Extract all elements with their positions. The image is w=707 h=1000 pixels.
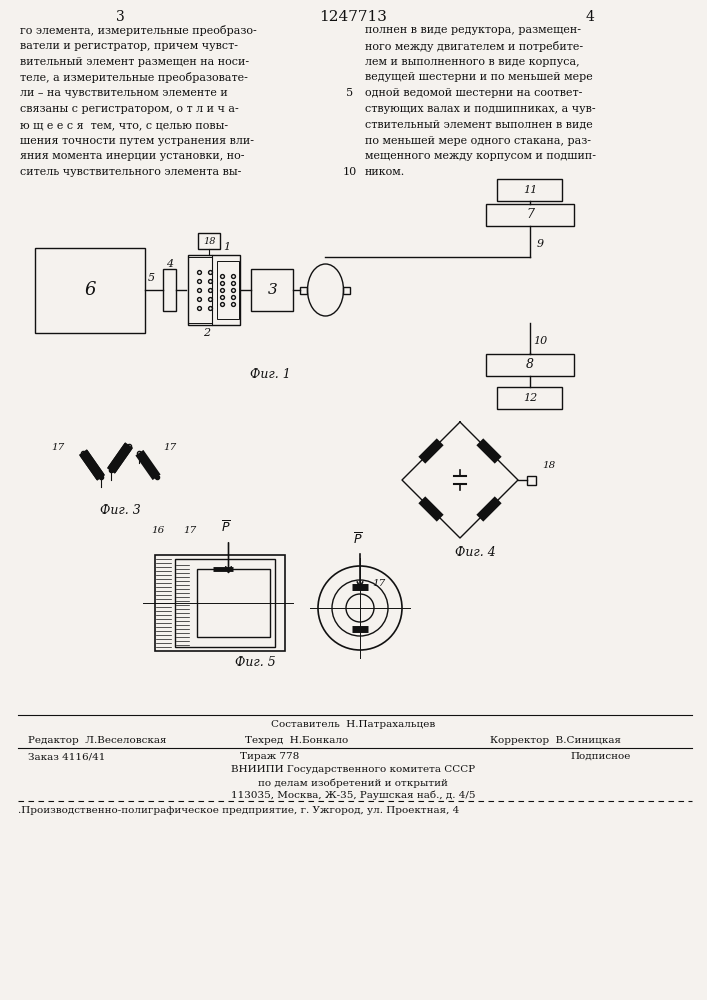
Bar: [498, 179, 563, 201]
Text: Редактор  Л.Веселовская: Редактор Л.Веселовская: [28, 736, 167, 745]
Bar: [189, 257, 213, 323]
Text: шения точности путем устранения вли-: шения точности путем устранения вли-: [20, 136, 254, 146]
Text: $\overline{P}$: $\overline{P}$: [221, 520, 230, 535]
Text: 17: 17: [163, 444, 177, 452]
Bar: [189, 255, 240, 325]
Text: связаны с регистратором, о т л и ч а-: связаны с регистратором, о т л и ч а-: [20, 104, 239, 114]
Text: ВНИИПИ Государственного комитета СССР: ВНИИПИ Государственного комитета СССР: [231, 765, 475, 774]
Text: Фиг. 1: Фиг. 1: [250, 368, 291, 381]
Text: 3: 3: [268, 283, 277, 297]
Text: теле, а измерительные преобразовате-: теле, а измерительные преобразовате-: [20, 72, 248, 83]
Text: ного между двигателем и потребите-: ного между двигателем и потребите-: [365, 41, 583, 52]
Text: Подписное: Подписное: [570, 752, 631, 761]
Text: ли – на чувствительном элементе и: ли – на чувствительном элементе и: [20, 88, 228, 98]
Text: .Производственно-полиграфическое предприятие, г. Ужгород, ул. Проектная, 4: .Производственно-полиграфическое предпри…: [18, 806, 460, 815]
Text: Фиг. 5: Фиг. 5: [235, 656, 275, 670]
Text: 18: 18: [203, 236, 216, 245]
Bar: [163, 269, 177, 311]
Text: 3: 3: [116, 10, 124, 24]
Text: 1: 1: [223, 242, 230, 252]
Bar: [175, 559, 275, 647]
Text: 17: 17: [183, 526, 197, 535]
Text: 7: 7: [526, 209, 534, 222]
Text: 17: 17: [372, 580, 385, 588]
Text: мещенного между корпусом и подшип-: мещенного между корпусом и подшип-: [365, 151, 596, 161]
Text: $\overline{P}$: $\overline{P}$: [354, 532, 363, 547]
Text: Составитель  Н.Патрахальцев: Составитель Н.Патрахальцев: [271, 720, 435, 729]
Bar: [35, 247, 145, 332]
Text: 12: 12: [523, 393, 537, 403]
Bar: [527, 476, 537, 485]
Text: 113035, Москва, Ж-35, Раушская наб., д. 4/5: 113035, Москва, Ж-35, Раушская наб., д. …: [230, 791, 475, 800]
Text: 9: 9: [537, 239, 544, 249]
Text: 10: 10: [533, 336, 547, 346]
Text: ватели и регистратор, причем чувст-: ватели и регистратор, причем чувст-: [20, 41, 238, 51]
Bar: [252, 269, 293, 311]
Text: 6: 6: [84, 281, 95, 299]
Text: вительный элемент размещен на носи-: вительный элемент размещен на носи-: [20, 57, 249, 67]
Text: ситель чувствительного элемента вы-: ситель чувствительного элемента вы-: [20, 167, 241, 177]
Text: по меньшей мере одного стакана, раз-: по меньшей мере одного стакана, раз-: [365, 136, 591, 146]
Text: Фиг. 4: Фиг. 4: [455, 546, 496, 560]
Text: одной ведомой шестерни на соответ-: одной ведомой шестерни на соответ-: [365, 88, 583, 98]
Bar: [197, 569, 270, 637]
Text: го элемента, измерительные преобразо-: го элемента, измерительные преобразо-: [20, 25, 257, 36]
Bar: [498, 387, 563, 409]
Bar: [344, 286, 351, 294]
Bar: [155, 555, 285, 651]
Text: по делам изобретений и открытий: по делам изобретений и открытий: [258, 778, 448, 788]
Bar: [199, 233, 221, 249]
Text: ствующих валах и подшипниках, а чув-: ствующих валах и подшипниках, а чув-: [365, 104, 595, 114]
Text: 5: 5: [148, 273, 155, 283]
Text: 10: 10: [343, 167, 357, 177]
Text: Заказ 4116/41: Заказ 4116/41: [28, 752, 105, 761]
Bar: [300, 286, 308, 294]
Text: 17: 17: [52, 444, 64, 452]
Text: Фиг. 3: Фиг. 3: [100, 504, 141, 516]
Bar: [218, 261, 240, 319]
Text: яния момента инерции установки, но-: яния момента инерции установки, но-: [20, 151, 245, 161]
Text: ником.: ником.: [365, 167, 405, 177]
Text: Тираж 778: Тираж 778: [240, 752, 300, 761]
Text: лем и выполненного в виде корпуса,: лем и выполненного в виде корпуса,: [365, 57, 580, 67]
Bar: [486, 204, 574, 226]
Text: 4: 4: [166, 259, 173, 269]
Text: 5: 5: [346, 88, 354, 98]
Text: ведущей шестерни и по меньшей мере: ведущей шестерни и по меньшей мере: [365, 72, 592, 82]
Text: 2: 2: [203, 328, 210, 338]
Text: 8: 8: [526, 359, 534, 371]
Text: ю щ е е с я  тем, что, с целью повы-: ю щ е е с я тем, что, с целью повы-: [20, 120, 228, 130]
Text: ствительный элемент выполнен в виде: ствительный элемент выполнен в виде: [365, 120, 592, 130]
Text: Корректор  В.Синицкая: Корректор В.Синицкая: [490, 736, 621, 745]
Text: 16: 16: [151, 526, 165, 535]
Text: полнен в виде редуктора, размещен-: полнен в виде редуктора, размещен-: [365, 25, 581, 35]
Text: 18: 18: [542, 462, 555, 471]
Text: 11: 11: [523, 185, 537, 195]
Text: 1247713: 1247713: [319, 10, 387, 24]
Text: 4: 4: [585, 10, 595, 24]
Bar: [486, 354, 574, 376]
Text: Техред  Н.Бонкало: Техред Н.Бонкало: [245, 736, 349, 745]
